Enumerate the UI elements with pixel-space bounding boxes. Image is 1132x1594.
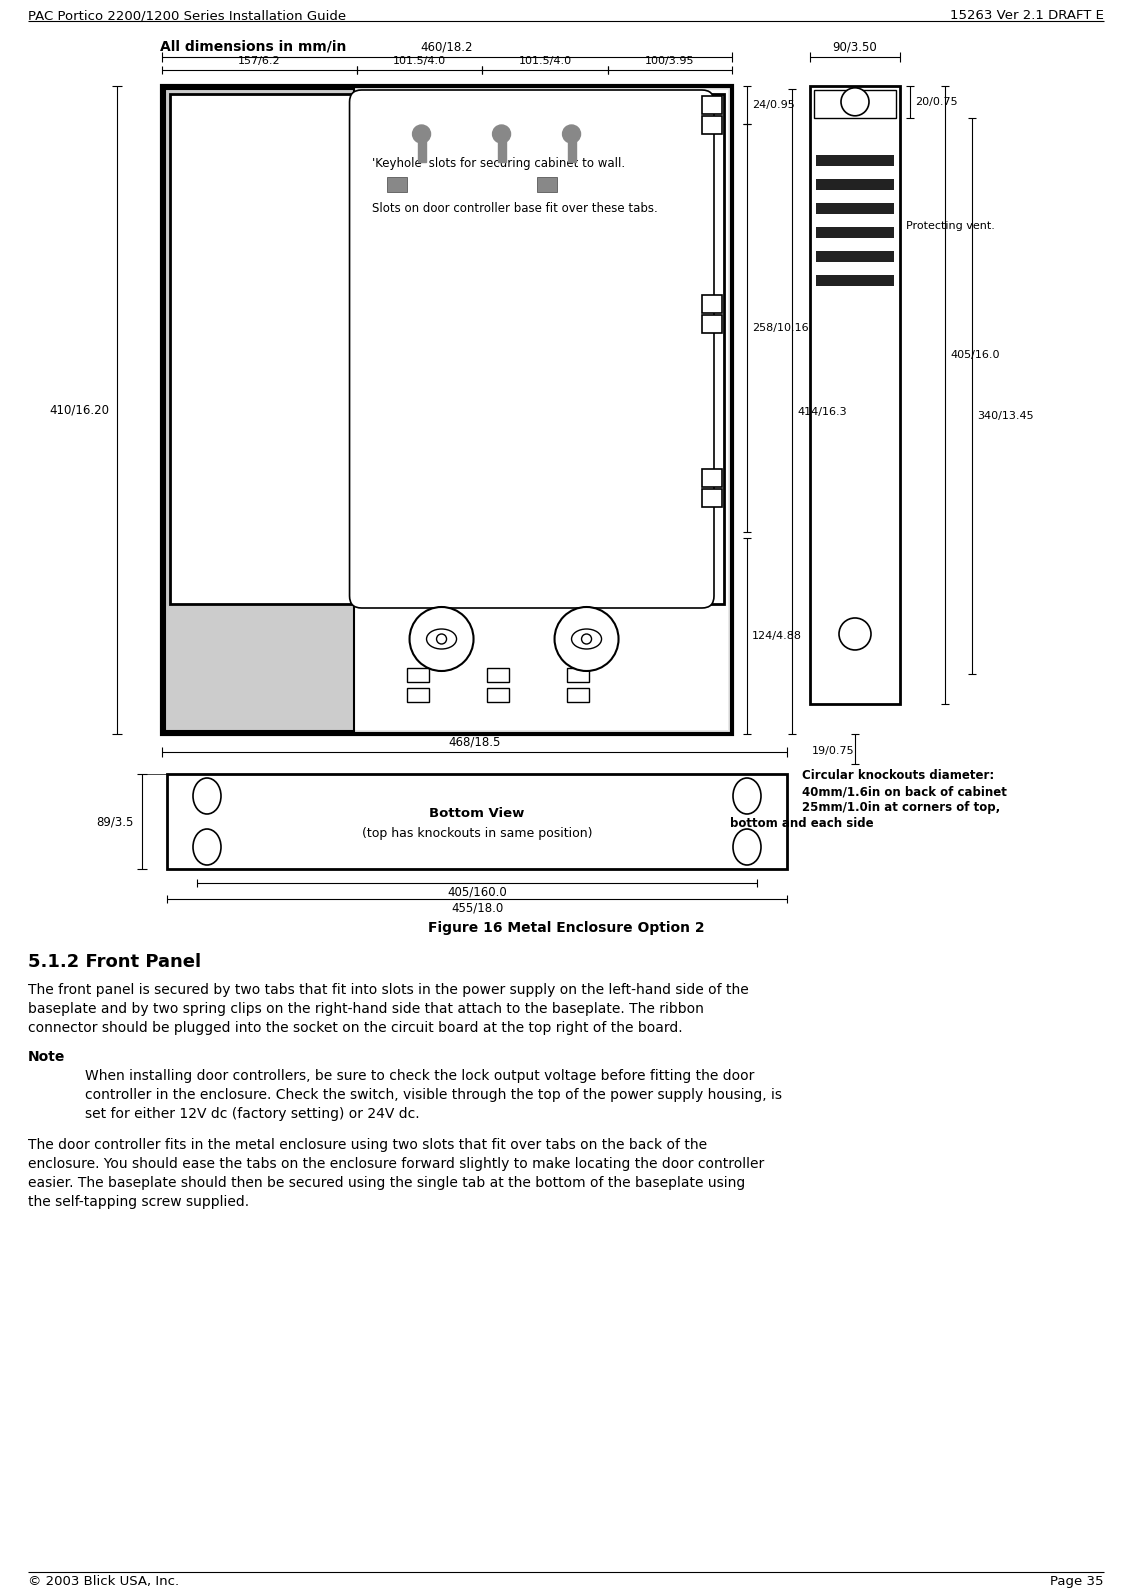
Text: 90/3.50: 90/3.50 [833,40,877,53]
Text: PAC Portico 2200/1200 Series Installation Guide: PAC Portico 2200/1200 Series Installatio… [28,10,346,22]
Bar [418,139,426,163]
Bar [406,689,429,701]
Bar [816,250,894,261]
Text: 157/6.2: 157/6.2 [238,56,281,65]
Text: 101.5/4.0: 101.5/4.0 [518,56,572,65]
Bar [170,94,724,604]
Text: 460/18.2: 460/18.2 [421,40,473,53]
Bar [702,295,722,312]
Text: 405/16.0: 405/16.0 [950,351,1000,360]
Bar [168,775,787,869]
Text: Bottom View: Bottom View [429,807,525,819]
Bar [702,116,722,134]
Bar [702,314,722,333]
Text: 40mm/1.6in on back of cabinet: 40mm/1.6in on back of cabinet [801,784,1006,799]
Bar [566,668,589,682]
Bar [165,89,353,732]
Text: © 2003 Blick USA, Inc.: © 2003 Blick USA, Inc. [28,1575,179,1588]
Text: The front panel is secured by two tabs that fit into slots in the power supply o: The front panel is secured by two tabs t… [28,983,748,996]
Text: Circular knockouts diameter:: Circular knockouts diameter: [801,768,994,783]
Text: Protecting vent.: Protecting vent. [906,222,995,231]
Bar [702,469,722,486]
Text: the self-tapping screw supplied.: the self-tapping screw supplied. [28,1196,249,1208]
Text: 468/18.5: 468/18.5 [448,735,500,748]
Circle shape [841,88,869,116]
Ellipse shape [734,778,761,815]
Text: 101.5/4.0: 101.5/4.0 [393,56,446,65]
Bar [166,89,728,730]
Text: When installing door controllers, be sure to check the lock output voltage befor: When installing door controllers, be sur… [85,1070,754,1082]
Text: 25mm/1.0in at corners of top,: 25mm/1.0in at corners of top, [801,802,1001,815]
FancyBboxPatch shape [350,89,714,607]
Ellipse shape [572,630,601,649]
Text: set for either 12V dc (factory setting) or 24V dc.: set for either 12V dc (factory setting) … [85,1106,420,1121]
Text: 100/3.95: 100/3.95 [645,56,695,65]
Bar [487,668,508,682]
Bar [702,489,722,507]
Bar [816,276,894,285]
Bar [566,689,589,701]
Text: 89/3.5: 89/3.5 [96,815,134,827]
Text: (top has knockouts in same position): (top has knockouts in same position) [362,827,592,840]
Text: 19/0.75: 19/0.75 [812,746,855,756]
Text: Slots on door controller base fit over these tabs.: Slots on door controller base fit over t… [371,202,658,215]
Bar [498,139,506,163]
Text: 24/0.95: 24/0.95 [752,100,795,110]
Circle shape [582,634,592,644]
Text: connector should be plugged into the socket on the circuit board at the top righ: connector should be plugged into the soc… [28,1022,683,1035]
Text: controller in the enclosure. Check the switch, visible through the top of the po: controller in the enclosure. Check the s… [85,1089,782,1101]
Bar [567,139,575,163]
Bar [816,155,894,166]
Circle shape [410,607,473,671]
Text: The door controller fits in the metal enclosure using two slots that fit over ta: The door controller fits in the metal en… [28,1138,707,1152]
Bar [816,202,894,214]
Text: Figure 16 Metal Enclosure Option 2: Figure 16 Metal Enclosure Option 2 [428,921,704,936]
Text: easier. The baseplate should then be secured using the single tab at the bottom : easier. The baseplate should then be sec… [28,1176,745,1191]
Text: 20/0.75: 20/0.75 [915,97,958,107]
Text: 340/13.45: 340/13.45 [977,411,1034,421]
Bar [702,96,722,113]
Bar [811,86,900,705]
Text: 410/16.20: 410/16.20 [49,403,109,416]
Bar [386,177,406,191]
Text: bottom and each side: bottom and each side [730,818,874,830]
Bar [537,177,557,191]
Text: 414/16.3: 414/16.3 [797,406,847,416]
Text: All dimensions in mm/in: All dimensions in mm/in [160,38,346,53]
Text: Note: Note [28,1050,66,1065]
Text: baseplate and by two spring clips on the right-hand side that attach to the base: baseplate and by two spring clips on the… [28,1003,704,1015]
Circle shape [555,607,618,671]
Text: 258/10.16: 258/10.16 [752,324,808,333]
Text: 455/18.0: 455/18.0 [451,901,503,913]
Circle shape [437,634,446,644]
Ellipse shape [427,630,456,649]
Circle shape [563,124,581,143]
Ellipse shape [192,829,221,866]
Ellipse shape [734,829,761,866]
Circle shape [839,618,871,650]
Bar [487,689,508,701]
Bar [162,86,732,733]
Text: Page 35: Page 35 [1050,1575,1104,1588]
Ellipse shape [192,778,221,815]
Bar [816,226,894,238]
Text: 15263 Ver 2.1 DRAFT E: 15263 Ver 2.1 DRAFT E [950,10,1104,22]
Text: enclosure. You should ease the tabs on the enclosure forward slightly to make lo: enclosure. You should ease the tabs on t… [28,1157,764,1172]
Text: 5.1.2 Front Panel: 5.1.2 Front Panel [28,953,201,971]
Bar [406,668,429,682]
Circle shape [492,124,511,143]
Text: 405/160.0: 405/160.0 [447,885,507,897]
Bar [814,89,897,118]
Text: 'Keyhole' slots for securing cabinet to wall.: 'Keyhole' slots for securing cabinet to … [371,156,625,171]
Circle shape [412,124,430,143]
Bar [816,179,894,190]
Text: 124/4.88: 124/4.88 [752,631,801,641]
